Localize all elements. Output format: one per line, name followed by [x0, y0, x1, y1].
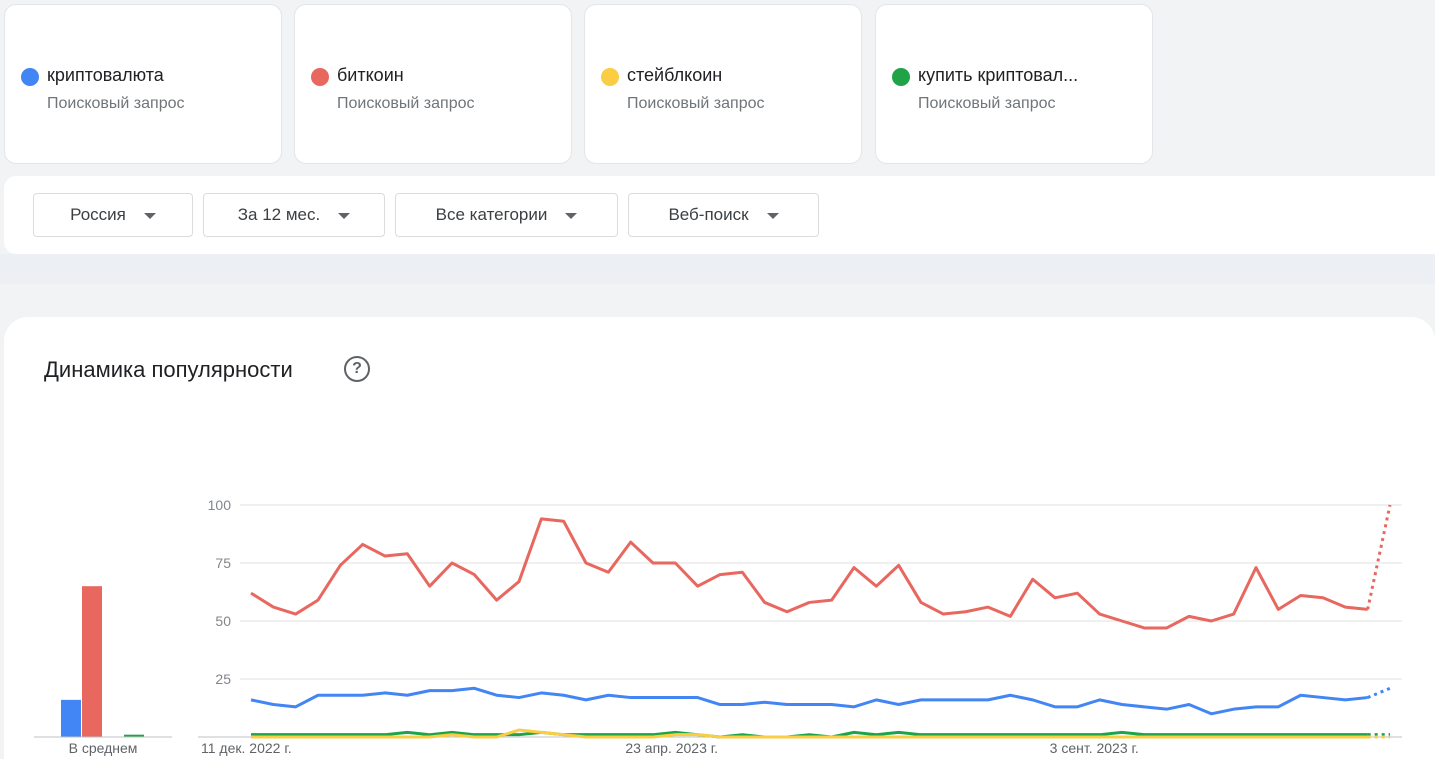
- term-name: купить криптовал...: [918, 65, 1079, 85]
- term-color-dot: [21, 68, 39, 86]
- term-type: Поисковый запрос: [47, 95, 185, 112]
- section-divider: [0, 254, 1435, 284]
- term-name: криптовалюта: [47, 65, 164, 85]
- term-color-dot: [311, 68, 329, 86]
- region-filter-label: Россия: [70, 205, 126, 224]
- filter-bar: Россия За 12 мес. Все категории Веб-поис…: [4, 176, 1435, 254]
- category-filter-label: Все категории: [435, 205, 548, 224]
- period-filter-label: За 12 мес.: [237, 205, 321, 224]
- term-card-crypto[interactable]: криптовалюта Поисковый запрос: [4, 4, 282, 164]
- region-filter-button[interactable]: Россия: [33, 193, 193, 237]
- term-type: Поисковый запрос: [627, 95, 765, 112]
- term-card-buy-crypto[interactable]: купить криптовал... Поисковый запрос: [875, 4, 1153, 164]
- term-type: Поисковый запрос: [918, 95, 1056, 112]
- search-type-filter-button[interactable]: Веб-поиск: [628, 193, 819, 237]
- term-card-stablecoin[interactable]: стейблкоин Поисковый запрос: [584, 4, 862, 164]
- period-filter-button[interactable]: За 12 мес.: [203, 193, 385, 237]
- help-circle-icon[interactable]: ?: [344, 356, 370, 382]
- term-card-bitcoin[interactable]: биткоин Поисковый запрос: [294, 4, 572, 164]
- chart-title: Динамика популярности: [44, 357, 293, 382]
- interest-over-time-card: Динамика популярности ?: [4, 317, 1435, 759]
- search-type-filter-label: Веб-поиск: [668, 205, 749, 224]
- term-name: стейблкоин: [627, 65, 723, 85]
- dropdown-arrow-icon: [766, 213, 779, 219]
- dropdown-arrow-icon: [143, 213, 156, 219]
- term-color-dot: [601, 68, 619, 86]
- term-type: Поисковый запрос: [337, 95, 475, 112]
- dropdown-arrow-icon: [565, 213, 578, 219]
- dropdown-arrow-icon: [338, 213, 351, 219]
- term-name: биткоин: [337, 65, 404, 85]
- category-filter-button[interactable]: Все категории: [395, 193, 618, 237]
- term-color-dot: [892, 68, 910, 86]
